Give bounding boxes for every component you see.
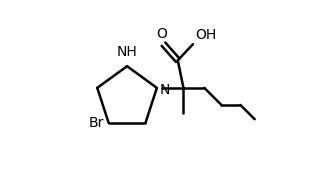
Text: O: O — [156, 27, 167, 41]
Text: N: N — [160, 83, 170, 97]
Text: OH: OH — [195, 28, 216, 42]
Text: NH: NH — [117, 45, 137, 59]
Text: Br: Br — [89, 116, 104, 130]
